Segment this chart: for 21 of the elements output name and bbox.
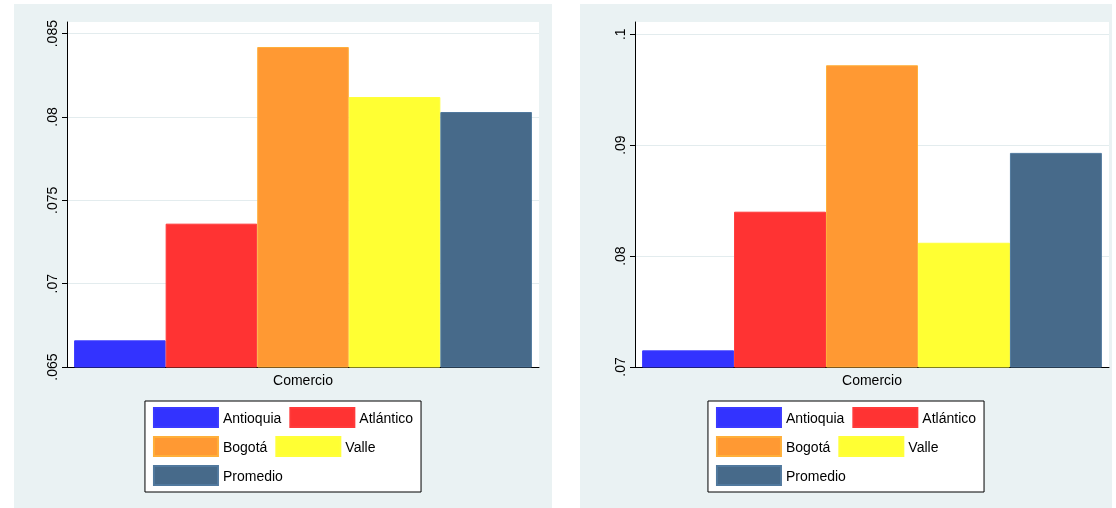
y-tick-label: .085 <box>44 19 60 48</box>
legend-label: Promedio <box>785 467 847 484</box>
y-tick-label: .09 <box>612 135 628 155</box>
y-tick-label: .08 <box>612 246 628 266</box>
legend-label: Antioquia <box>222 409 282 426</box>
legend-label: Atlántico <box>922 409 977 426</box>
legend-label: Valle <box>908 438 939 455</box>
y-tick-label: .1 <box>612 28 628 41</box>
legend-label: Bogotá <box>785 438 831 455</box>
y-tick-label: .07 <box>44 273 60 294</box>
legend-label: Valle <box>345 438 376 455</box>
y-tick-label: .075 <box>44 186 60 214</box>
legend-label: Atlántico <box>359 409 414 426</box>
y-tick-label: .08 <box>44 107 60 127</box>
x-tick-label: Comercio <box>273 372 334 388</box>
legend-label: Bogotá <box>222 438 268 455</box>
x-tick-label: Comercio <box>842 372 903 388</box>
y-tick-label: .065 <box>44 353 60 381</box>
legend-label: Promedio <box>222 467 284 484</box>
legend-label: Antioquia <box>785 409 845 426</box>
y-tick-label: .07 <box>612 357 628 377</box>
